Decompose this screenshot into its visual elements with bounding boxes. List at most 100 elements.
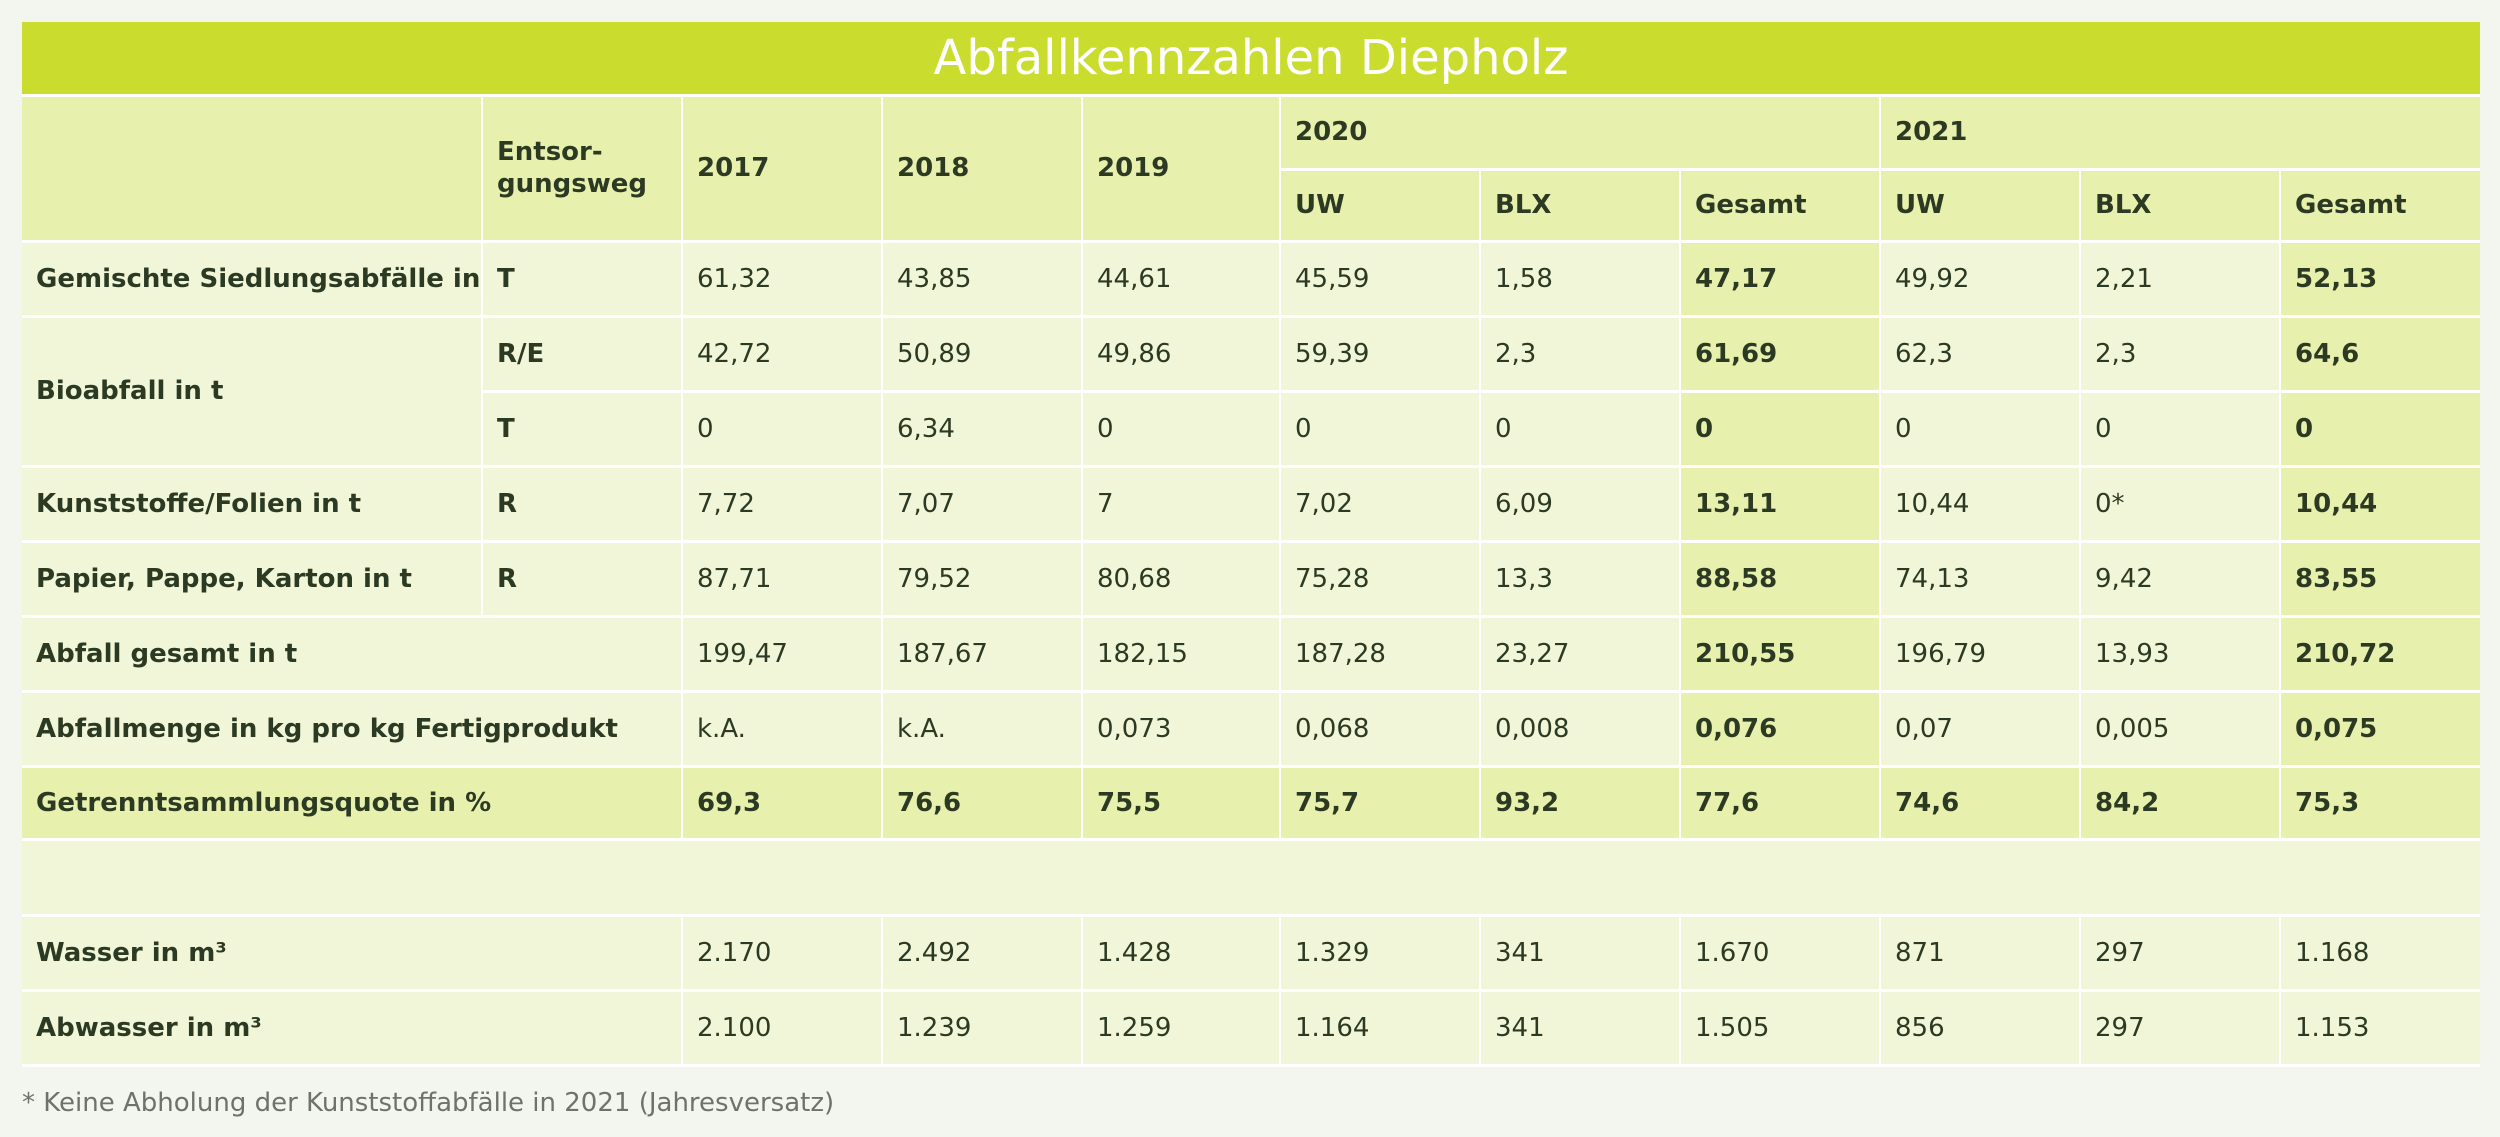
disposal-way: T bbox=[482, 241, 683, 318]
cell-2020-total: 1.670 bbox=[1680, 915, 1882, 992]
header-empty-cell bbox=[22, 97, 483, 243]
table-row: Getrenntsammlungsquote in % 69,3 76,6 75… bbox=[22, 766, 2481, 841]
cell-2021-blx: 84,2 bbox=[2080, 766, 2282, 841]
cell-2018: 7,07 bbox=[882, 466, 1083, 543]
row-label: Wasser in m³ bbox=[22, 915, 683, 992]
disposal-way: T bbox=[482, 391, 683, 468]
cell-2021-blx: 2,3 bbox=[2080, 316, 2282, 393]
table-row: Wasser in m³ 2.170 2.492 1.428 1.329 341… bbox=[22, 915, 2481, 992]
footnote: * Keine Abholung der Kunststoffabfälle i… bbox=[22, 1088, 835, 1118]
cell-2020-blx: 6,09 bbox=[1480, 466, 1681, 543]
cell-2020-total: 0 bbox=[1680, 391, 1882, 468]
cell-2017: 199,47 bbox=[682, 616, 883, 693]
cell-2020-total: 61,69 bbox=[1680, 316, 1882, 393]
cell-2021-blx: 0* bbox=[2080, 466, 2282, 543]
cell-2019: 0 bbox=[1082, 391, 1281, 468]
cell-2021-total: 210,72 bbox=[2280, 616, 2481, 693]
cell-2020-blx: 1,58 bbox=[1480, 241, 1681, 318]
cell-2021-total: 1.168 bbox=[2280, 915, 2481, 992]
cell-2018: k.A. bbox=[882, 691, 1083, 768]
table-row: Abwasser in m³ 2.100 1.239 1.259 1.164 3… bbox=[22, 990, 2481, 1067]
header-2019: 2019 bbox=[1082, 97, 1281, 243]
cell-2019: 1.428 bbox=[1082, 915, 1281, 992]
cell-2017: 7,72 bbox=[682, 466, 883, 543]
header-2018: 2018 bbox=[882, 97, 1083, 243]
cell-2020-total: 210,55 bbox=[1680, 616, 1882, 693]
cell-2021-uw: 0,07 bbox=[1880, 691, 2082, 768]
cell-2021-total: 0,075 bbox=[2280, 691, 2481, 768]
cell-2021-uw: 856 bbox=[1880, 990, 2082, 1067]
cell-2020-total: 88,58 bbox=[1680, 541, 1882, 618]
row-label: Getrenntsammlungsquote in % bbox=[22, 766, 683, 841]
cell-2017: 2.100 bbox=[682, 990, 883, 1067]
cell-2020-blx: 0,008 bbox=[1480, 691, 1681, 768]
row-label: Abfall gesamt in t bbox=[22, 616, 683, 693]
table-title: Abfallkennzahlen Diepholz bbox=[22, 22, 2480, 97]
cell-2021-uw: 74,13 bbox=[1880, 541, 2082, 618]
cell-2021-blx: 9,42 bbox=[2080, 541, 2282, 618]
cell-2020-uw: 7,02 bbox=[1280, 466, 1481, 543]
cell-2021-blx: 2,21 bbox=[2080, 241, 2282, 318]
cell-2020-blx: 93,2 bbox=[1480, 766, 1681, 841]
cell-2018: 1.239 bbox=[882, 990, 1083, 1067]
cell-2020-uw: 187,28 bbox=[1280, 616, 1481, 693]
cell-2020-uw: 59,39 bbox=[1280, 316, 1481, 393]
cell-2020-total: 47,17 bbox=[1680, 241, 1882, 318]
cell-2021-uw: 74,6 bbox=[1880, 766, 2082, 841]
cell-2021-total: 0 bbox=[2280, 391, 2481, 468]
header-2021-total: Gesamt bbox=[2280, 169, 2481, 243]
cell-2017: 42,72 bbox=[682, 316, 883, 393]
cell-2019: 7 bbox=[1082, 466, 1281, 543]
cell-2021-total: 83,55 bbox=[2280, 541, 2481, 618]
cell-2018: 187,67 bbox=[882, 616, 1083, 693]
cell-2021-uw: 196,79 bbox=[1880, 616, 2082, 693]
cell-2020-uw: 0,068 bbox=[1280, 691, 1481, 768]
cell-2019: 80,68 bbox=[1082, 541, 1281, 618]
cell-2019: 0,073 bbox=[1082, 691, 1281, 768]
row-label: Kunststoffe/Folien in t bbox=[22, 466, 483, 543]
table-row: Papier, Pappe, Karton in t R 87,71 79,52… bbox=[22, 541, 2481, 618]
cell-2020-total: 0,076 bbox=[1680, 691, 1882, 768]
cell-2020-total: 1.505 bbox=[1680, 990, 1882, 1067]
spacer-row bbox=[22, 839, 2481, 917]
cell-2021-uw: 62,3 bbox=[1880, 316, 2082, 393]
cell-2017: 87,71 bbox=[682, 541, 883, 618]
waste-table-panel: Abfallkennzahlen Diepholz Entsor- gungsw… bbox=[22, 22, 2481, 1067]
cell-2018: 2.492 bbox=[882, 915, 1083, 992]
row-label: Abfallmenge in kg pro kg Fertigprodukt bbox=[22, 691, 683, 768]
cell-2020-blx: 23,27 bbox=[1480, 616, 1681, 693]
row-label: Abwasser in m³ bbox=[22, 990, 683, 1067]
row-label: Bioabfall in t bbox=[22, 316, 483, 468]
disposal-way: R/E bbox=[482, 316, 683, 393]
row-label: Gemischte Siedlungsabfälle in t bbox=[22, 241, 483, 318]
header-2021-uw: UW bbox=[1880, 169, 2082, 243]
cell-2017: k.A. bbox=[682, 691, 883, 768]
cell-2021-total: 64,6 bbox=[2280, 316, 2481, 393]
cell-2020-uw: 45,59 bbox=[1280, 241, 1481, 318]
header-2021: 2021 bbox=[1880, 97, 2481, 171]
cell-2021-blx: 297 bbox=[2080, 915, 2282, 992]
disposal-way: R bbox=[482, 541, 683, 618]
cell-2020-blx: 341 bbox=[1480, 990, 1681, 1067]
cell-2020-total: 13,11 bbox=[1680, 466, 1882, 543]
cell-2020-uw: 75,28 bbox=[1280, 541, 1481, 618]
table-row: Gemischte Siedlungsabfälle in t T 61,32 … bbox=[22, 241, 2481, 318]
header-disposal: Entsor- gungsweg bbox=[482, 97, 683, 243]
table-row: Abfallmenge in kg pro kg Fertigprodukt k… bbox=[22, 691, 2481, 768]
header-2020-blx: BLX bbox=[1480, 169, 1681, 243]
cell-2020-uw: 75,7 bbox=[1280, 766, 1481, 841]
cell-2021-blx: 0,005 bbox=[2080, 691, 2282, 768]
table-row: Kunststoffe/Folien in t R 7,72 7,07 7 7,… bbox=[22, 466, 2481, 543]
cell-2017: 61,32 bbox=[682, 241, 883, 318]
cell-2021-blx: 13,93 bbox=[2080, 616, 2282, 693]
cell-2019: 75,5 bbox=[1082, 766, 1281, 841]
cell-2019: 1.259 bbox=[1082, 990, 1281, 1067]
cell-2021-total: 75,3 bbox=[2280, 766, 2481, 841]
cell-2021-uw: 0 bbox=[1880, 391, 2082, 468]
cell-2017: 2.170 bbox=[682, 915, 883, 992]
header-2017: 2017 bbox=[682, 97, 883, 243]
cell-2020-blx: 0 bbox=[1480, 391, 1681, 468]
cell-2021-uw: 871 bbox=[1880, 915, 2082, 992]
cell-2021-uw: 10,44 bbox=[1880, 466, 2082, 543]
cell-2018: 79,52 bbox=[882, 541, 1083, 618]
